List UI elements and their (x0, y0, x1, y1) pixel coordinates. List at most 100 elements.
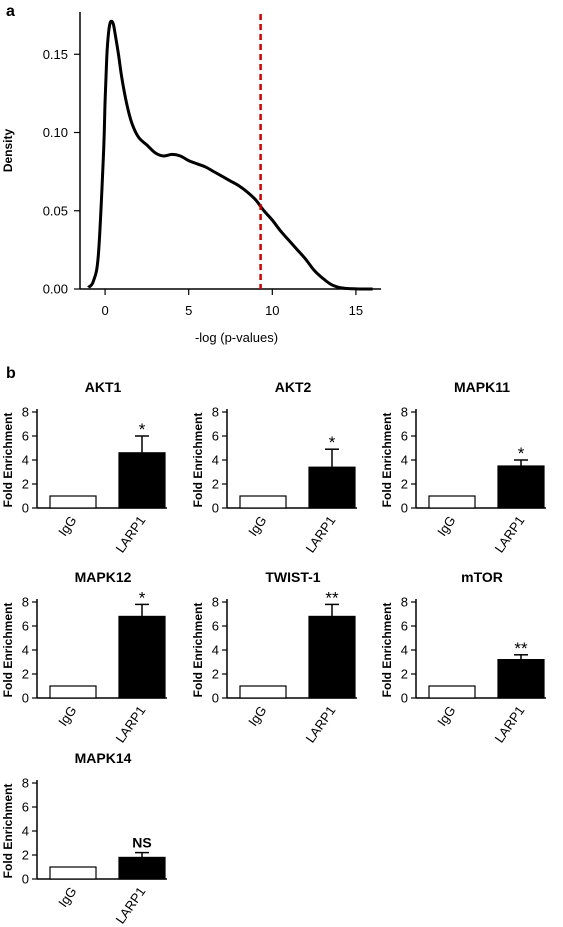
bar (118, 615, 166, 699)
y-tick-label: 4 (22, 453, 29, 468)
y-tick-label: 8 (401, 405, 408, 420)
bar (428, 685, 476, 699)
y-tick-label: 6 (22, 800, 29, 815)
chart-title: AKT1 (85, 379, 122, 395)
x-tick-label: LARP1 (303, 513, 339, 555)
significance-marker: ** (325, 588, 339, 607)
bar (497, 658, 545, 699)
y-axis-label: Fold Enrichment (1, 784, 15, 879)
panel-label-a: a (6, 3, 15, 20)
x-tick-label: IgG (55, 703, 79, 729)
y-tick-label: 0 (401, 691, 408, 706)
panel-label-b: b (6, 365, 16, 382)
y-tick-label: 0.05 (43, 203, 68, 218)
y-axis-label: Density (1, 129, 15, 173)
y-tick-label: 0.00 (43, 282, 68, 297)
y-axis-label: Fold Enrichment (380, 413, 394, 508)
x-tick-label: LARP1 (492, 703, 528, 745)
bar-chart-akt2: 0 2 4 6 8 Fold Enrichment AKT2 IgG LARP1 * (191, 379, 357, 555)
bar-chart-mapk11: 0 2 4 6 8 Fold Enrichment MAPK11 IgG LARP1 * (380, 379, 546, 555)
y-tick-label: 6 (212, 429, 219, 444)
chart-title: MAPK11 (454, 379, 510, 395)
y-tick-label: 0 (212, 501, 219, 516)
x-tick-label: IgG (434, 703, 458, 729)
y-tick-label: 0.10 (43, 125, 68, 140)
y-tick-label: 8 (212, 595, 219, 610)
y-tick-label: 2 (212, 477, 219, 492)
y-tick-label: 2 (401, 667, 408, 682)
bar (118, 856, 166, 880)
bar-chart-akt1: 0 2 4 6 8 Fold Enrichment AKT1 IgG LARP1 * (1, 379, 167, 555)
y-tick-label: 0 (22, 501, 29, 516)
x-tick-label: IgG (55, 513, 79, 539)
x-tick-label: LARP1 (113, 703, 149, 745)
chart-title: AKT2 (275, 379, 312, 395)
significance-marker: * (518, 444, 525, 463)
bar (49, 685, 97, 699)
y-tick-label: 2 (212, 667, 219, 682)
y-tick-label: 0 (401, 501, 408, 516)
x-tick-label: IgG (434, 513, 458, 539)
y-tick-label: 0 (22, 691, 29, 706)
y-tick-label: 8 (212, 405, 219, 420)
y-tick-label: 2 (22, 477, 29, 492)
bar (118, 452, 166, 509)
chart-title: mTOR (461, 569, 503, 585)
y-tick-label: 2 (22, 848, 29, 863)
chart-title: MAPK12 (75, 569, 132, 585)
x-tick-label: LARP1 (113, 513, 149, 555)
y-axis-label: Fold Enrichment (191, 603, 205, 698)
y-tick-label: 8 (401, 595, 408, 610)
y-tick-label: 4 (212, 643, 219, 658)
bar-chart-mtor: 0 2 4 6 8 Fold Enrichment mTOR IgG LARP1 ** (380, 569, 546, 745)
y-tick-label: 4 (401, 453, 408, 468)
significance-marker: * (139, 588, 146, 607)
y-axis-label: Fold Enrichment (1, 603, 15, 698)
y-tick-label: 0 (22, 872, 29, 887)
density-plot: 0.00 0.05 0.10 0.15 0 5 10 15 -log (p-values) Den… (1, 12, 381, 345)
significance-marker: * (329, 433, 336, 452)
significance-marker: NS (132, 835, 151, 851)
x-tick-label: LARP1 (492, 513, 528, 555)
y-tick-label: 2 (22, 667, 29, 682)
y-tick-label: 6 (22, 429, 29, 444)
bar-chart-twist-1: 0 2 4 6 8 Fold Enrichment TWIST-1 IgG LARP1 ** (191, 569, 357, 745)
bar-chart-mapk12: 0 2 4 6 8 Fold Enrichment MAPK12 IgG LARP1 * (1, 569, 167, 745)
y-tick-label: 6 (401, 429, 408, 444)
bar (239, 685, 287, 699)
y-tick-label: 0 (212, 691, 219, 706)
y-tick-label: 4 (22, 824, 29, 839)
x-tick-label: 0 (101, 303, 108, 318)
bar (239, 495, 287, 509)
y-tick-label: 2 (401, 477, 408, 492)
x-tick-label: IgG (245, 703, 269, 729)
chart-title: TWIST-1 (265, 569, 320, 585)
y-tick-label: 6 (22, 619, 29, 634)
y-tick-label: 0.15 (43, 47, 68, 62)
bar (497, 465, 545, 509)
x-tick-label: 10 (265, 303, 279, 318)
y-tick-label: 4 (22, 643, 29, 658)
density-curve (87, 19, 373, 291)
x-tick-label: LARP1 (303, 703, 339, 745)
bar-chart-mapk14: 0 2 4 6 8 Fold Enrichment MAPK14 IgG LARP1 NS (1, 750, 167, 926)
significance-marker: ** (514, 639, 528, 658)
y-axis-label: Fold Enrichment (1, 413, 15, 508)
y-tick-label: 6 (212, 619, 219, 634)
chart-title: MAPK14 (75, 750, 132, 766)
y-tick-label: 4 (401, 643, 408, 658)
bar (49, 866, 97, 880)
x-tick-label: IgG (245, 513, 269, 539)
y-tick-label: 8 (22, 595, 29, 610)
bar (308, 466, 356, 509)
bar (428, 495, 476, 509)
y-tick-label: 4 (212, 453, 219, 468)
x-tick-label: IgG (55, 884, 79, 910)
x-tick-label: 5 (185, 303, 192, 318)
y-axis-label: Fold Enrichment (191, 413, 205, 508)
x-tick-label: 15 (349, 303, 363, 318)
y-tick-label: 8 (22, 405, 29, 420)
bar (308, 615, 356, 699)
y-tick-label: 8 (22, 776, 29, 791)
